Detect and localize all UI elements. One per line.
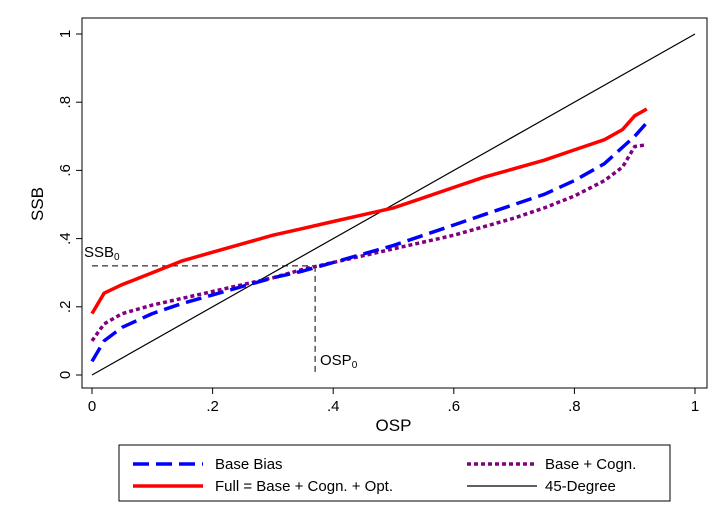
legend-label-0: Base Bias (215, 456, 283, 473)
axes: 0 .2 .4 .6 .8 1 0 .2 .4 .6 .8 1 OSP SSB (28, 30, 699, 435)
y-tick-label: 0 (57, 371, 74, 379)
plot-frame (81, 17, 708, 389)
legend-label-3: 45-Degree (545, 478, 616, 495)
annotation-1: OSP0 (320, 352, 358, 371)
series-line-0 (90, 121, 649, 363)
reference-lines (92, 265, 316, 375)
series-line-3 (91, 33, 696, 376)
annotation-subscript: 0 (352, 360, 358, 371)
annotation-base: SSB (84, 244, 114, 261)
legend-label-2: Full = Base + Cogn. + Opt. (215, 478, 393, 495)
x-tick-label: .8 (568, 398, 581, 415)
x-tick-label: 1 (691, 398, 699, 415)
legend-box (118, 444, 671, 502)
y-tick-label: .8 (57, 96, 74, 109)
x-tick-label: .2 (206, 398, 219, 415)
series-line-2 (90, 107, 648, 315)
y-tick-label: .6 (57, 164, 74, 177)
y-tick-label: 1 (57, 30, 74, 38)
x-axis-title: OSP (376, 416, 412, 435)
annotation-0: SSB0 (84, 244, 120, 263)
x-tick-label: 0 (88, 398, 96, 415)
series-line-1 (90, 143, 648, 342)
y-axis-title: SSB (28, 187, 47, 221)
y-tick-label: .4 (57, 232, 74, 245)
series-layer (90, 33, 696, 376)
legend: Base Bias Base + Cogn. Full = Base + Cogn.… (118, 444, 671, 502)
y-tick-label: .2 (57, 301, 74, 314)
annotation-base: OSP (320, 352, 352, 369)
x-tick-label: .6 (448, 398, 461, 415)
annotation-subscript: 0 (114, 252, 120, 263)
x-tick-label: .4 (327, 398, 340, 415)
legend-label-1: Base + Cogn. (545, 456, 636, 473)
